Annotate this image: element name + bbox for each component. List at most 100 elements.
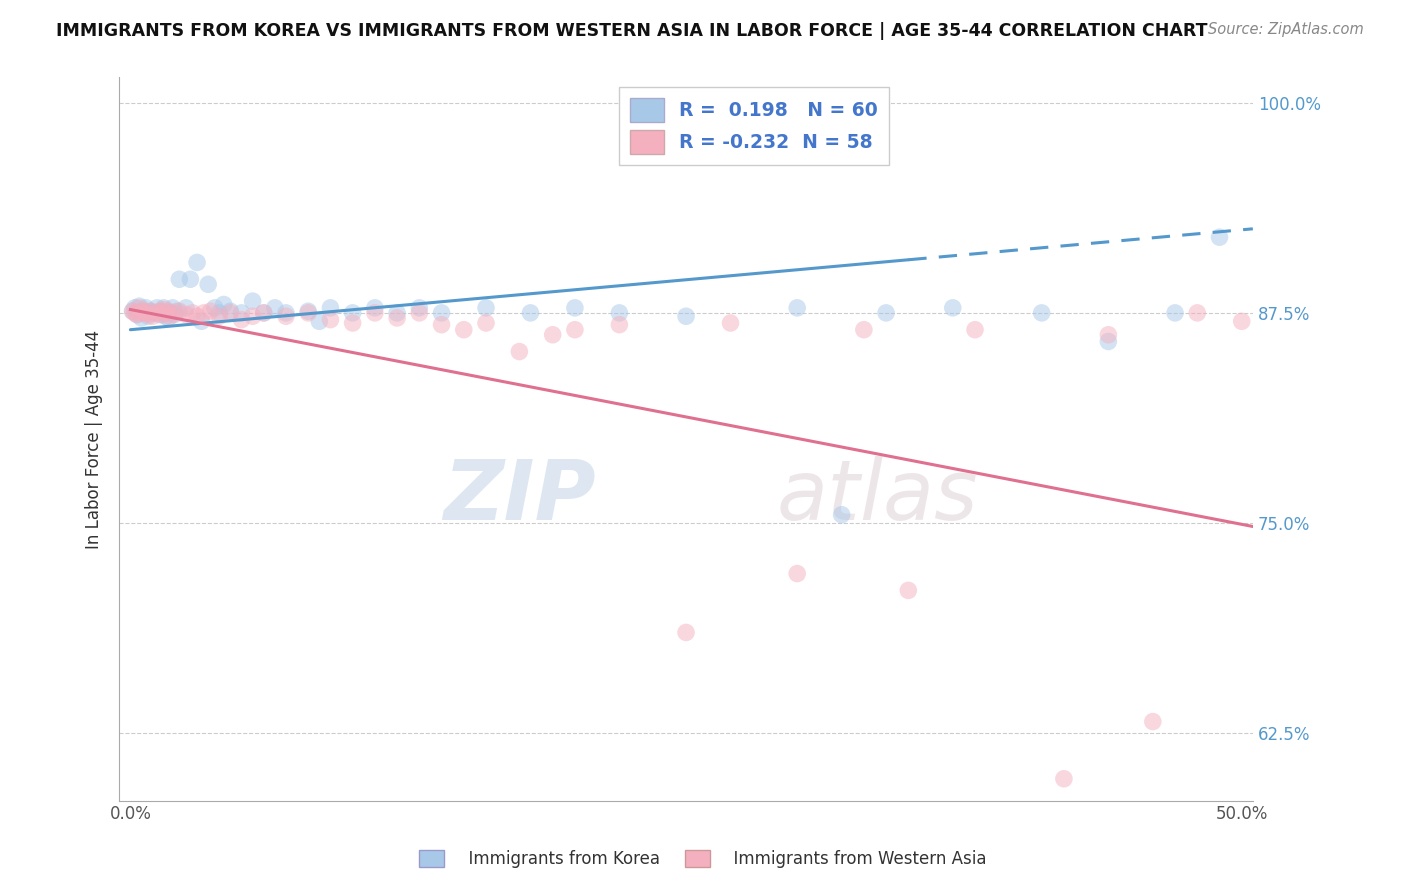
Point bbox=[609, 306, 631, 320]
Point bbox=[179, 272, 201, 286]
Point bbox=[128, 301, 150, 315]
Point bbox=[163, 306, 186, 320]
Point bbox=[242, 294, 264, 309]
Point bbox=[1275, 306, 1298, 320]
Point bbox=[519, 306, 541, 320]
Point bbox=[274, 310, 297, 324]
Point bbox=[169, 272, 191, 286]
Point bbox=[385, 306, 408, 320]
Point bbox=[364, 301, 387, 315]
Point bbox=[131, 306, 153, 320]
Point bbox=[174, 308, 197, 322]
Point bbox=[1097, 334, 1119, 349]
Point bbox=[174, 301, 197, 315]
Point bbox=[675, 625, 697, 640]
Point bbox=[186, 255, 208, 269]
Point bbox=[831, 508, 853, 522]
Point bbox=[136, 310, 159, 324]
Point bbox=[146, 306, 169, 320]
Y-axis label: In Labor Force | Age 35-44: In Labor Force | Age 35-44 bbox=[86, 329, 103, 549]
Point bbox=[1253, 238, 1275, 252]
Point bbox=[609, 318, 631, 332]
Point bbox=[204, 301, 226, 315]
Point bbox=[897, 583, 920, 598]
Point bbox=[132, 304, 155, 318]
Point bbox=[148, 308, 170, 322]
Point bbox=[142, 310, 165, 324]
Point bbox=[135, 301, 157, 315]
Point bbox=[231, 306, 253, 320]
Point bbox=[121, 304, 143, 318]
Point bbox=[253, 306, 276, 320]
Point bbox=[152, 302, 174, 317]
Point bbox=[157, 304, 180, 318]
Point bbox=[157, 310, 180, 325]
Point bbox=[1208, 230, 1230, 244]
Point bbox=[150, 304, 173, 318]
Point bbox=[720, 316, 742, 330]
Point bbox=[155, 306, 177, 320]
Point bbox=[125, 308, 148, 322]
Point bbox=[408, 301, 430, 315]
Point bbox=[342, 316, 364, 330]
Point bbox=[564, 323, 586, 337]
Point bbox=[430, 318, 453, 332]
Point bbox=[146, 301, 169, 315]
Point bbox=[208, 306, 231, 320]
Point bbox=[430, 306, 453, 320]
Point bbox=[541, 327, 564, 342]
Point bbox=[136, 308, 159, 322]
Point bbox=[786, 566, 808, 581]
Point bbox=[128, 299, 150, 313]
Point bbox=[139, 304, 162, 318]
Point bbox=[1298, 306, 1320, 320]
Point bbox=[1187, 306, 1209, 320]
Point bbox=[181, 306, 204, 320]
Point bbox=[121, 304, 143, 318]
Point bbox=[200, 304, 222, 318]
Point bbox=[263, 301, 285, 315]
Point bbox=[1230, 314, 1253, 328]
Point bbox=[475, 316, 498, 330]
Point bbox=[1341, 306, 1364, 320]
Point bbox=[297, 304, 319, 318]
Point bbox=[1142, 714, 1164, 729]
Point bbox=[186, 310, 208, 324]
Point bbox=[212, 297, 235, 311]
Point bbox=[319, 312, 342, 326]
Point bbox=[453, 323, 475, 337]
Point bbox=[475, 301, 498, 315]
Point bbox=[219, 306, 242, 320]
Point bbox=[242, 310, 264, 324]
Text: Source: ZipAtlas.com: Source: ZipAtlas.com bbox=[1208, 22, 1364, 37]
Point bbox=[162, 301, 184, 315]
Point bbox=[253, 306, 276, 320]
Point bbox=[190, 314, 212, 328]
Point bbox=[163, 308, 186, 322]
Point bbox=[675, 310, 697, 324]
Point bbox=[1097, 327, 1119, 342]
Point bbox=[564, 301, 586, 315]
Point bbox=[124, 306, 146, 320]
Legend:   Immigrants from Korea,   Immigrants from Western Asia: Immigrants from Korea, Immigrants from W… bbox=[413, 843, 993, 875]
Point bbox=[319, 301, 342, 315]
Point bbox=[124, 301, 146, 315]
Point bbox=[852, 323, 875, 337]
Point bbox=[142, 306, 165, 320]
Point bbox=[942, 301, 965, 315]
Point bbox=[1053, 772, 1076, 786]
Point bbox=[148, 304, 170, 318]
Point bbox=[155, 310, 177, 324]
Point bbox=[963, 323, 986, 337]
Point bbox=[297, 306, 319, 320]
Point bbox=[166, 304, 188, 318]
Point bbox=[139, 304, 162, 318]
Point bbox=[408, 306, 430, 320]
Point bbox=[219, 304, 242, 318]
Point bbox=[193, 306, 215, 320]
Point bbox=[308, 314, 330, 328]
Point bbox=[342, 306, 364, 320]
Point bbox=[1031, 306, 1053, 320]
Point bbox=[786, 301, 808, 315]
Point bbox=[169, 304, 191, 318]
